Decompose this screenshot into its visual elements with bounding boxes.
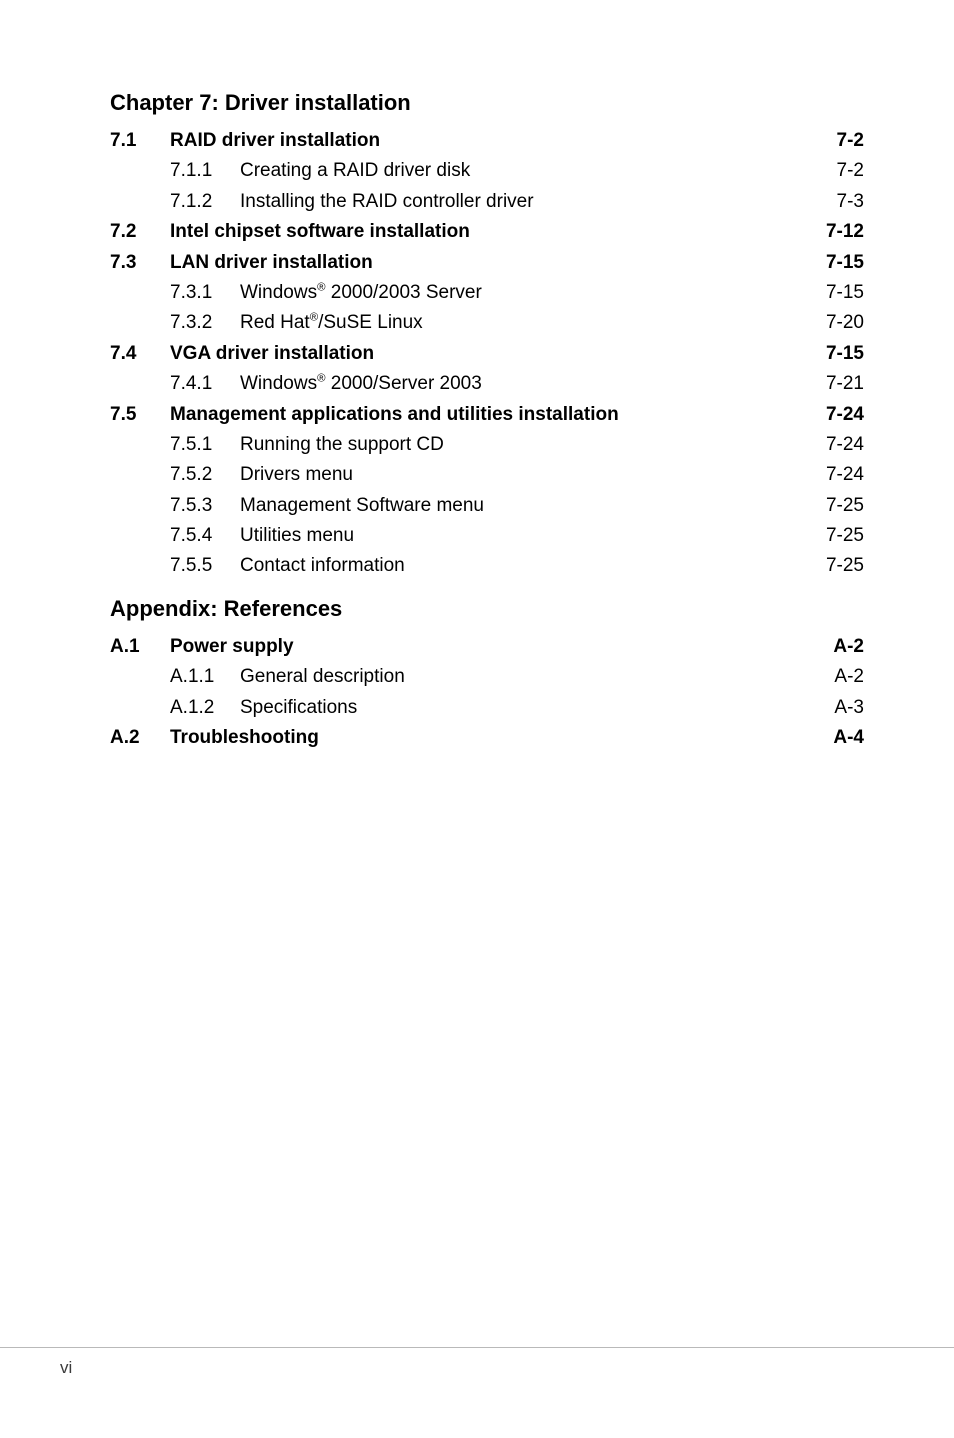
toc-line: 7.3LAN driver installation 7-15: [110, 248, 864, 278]
toc-text: Utilities menu: [240, 521, 354, 551]
toc-text: Management Software menu: [240, 491, 484, 521]
toc-chapter7: 7.1RAID driver installation 7-27.1.1Crea…: [110, 126, 864, 582]
toc-page: A-2: [833, 632, 864, 662]
toc-page: 7-20: [826, 308, 864, 338]
toc-number: 7.4: [110, 339, 170, 369]
toc-text: Contact information: [240, 551, 405, 581]
footer: vi: [0, 1347, 954, 1378]
toc-line: 7.5.5Contact information 7-25: [110, 551, 864, 581]
toc-number: 7.5.4: [170, 521, 240, 551]
toc-page: A-3: [834, 693, 864, 723]
appendix-title: Appendix: References: [110, 596, 864, 622]
toc-number: 7.5: [110, 400, 170, 430]
toc-number: A.1: [110, 632, 170, 662]
toc-number: 7.3: [110, 248, 170, 278]
toc-page: 7-24: [826, 400, 864, 430]
toc-number: 7.3.1: [170, 278, 240, 308]
toc-text: Installing the RAID controller driver: [240, 187, 534, 217]
toc-text: Creating a RAID driver disk: [240, 156, 470, 186]
toc-number: 7.5.5: [170, 551, 240, 581]
toc-line: 7.5.4Utilities menu 7-25: [110, 521, 864, 551]
toc-number: 7.1.2: [170, 187, 240, 217]
toc-number: 7.1: [110, 126, 170, 156]
toc-line: 7.5.3Management Software menu 7-25: [110, 491, 864, 521]
toc-page: 7-12: [826, 217, 864, 247]
toc-line: A.1.1General description A-2: [110, 662, 864, 692]
chapter-title: Chapter 7: Driver installation: [110, 90, 864, 116]
toc-page: 7-15: [826, 248, 864, 278]
toc-line: 7.1.1Creating a RAID driver disk 7-2: [110, 156, 864, 186]
toc-text: VGA driver installation: [170, 339, 374, 369]
toc-number: 7.5.1: [170, 430, 240, 460]
page-number: vi: [60, 1358, 72, 1377]
toc-line: 7.1RAID driver installation 7-2: [110, 126, 864, 156]
toc-text: Troubleshooting: [170, 723, 319, 753]
toc-line: 7.5.2Drivers menu 7-24: [110, 460, 864, 490]
toc-text: LAN driver installation: [170, 248, 373, 278]
toc-page: 7-15: [826, 339, 864, 369]
toc-page: A-4: [833, 723, 864, 753]
toc-number: 7.4.1: [170, 369, 240, 399]
toc-page: 7-3: [837, 187, 864, 217]
toc-page: 7-21: [826, 369, 864, 399]
toc-line: 7.5Management applications and utilities…: [110, 400, 864, 430]
toc-line: 7.4.1Windows® 2000/Server 2003 7-21: [110, 369, 864, 399]
toc-text: RAID driver installation: [170, 126, 380, 156]
spacer: [110, 582, 864, 596]
toc-line: 7.3.2Red Hat®/SuSE Linux 7-20: [110, 308, 864, 338]
page: Chapter 7: Driver installation 7.1RAID d…: [0, 0, 954, 1438]
toc-line: 7.1.2Installing the RAID controller driv…: [110, 187, 864, 217]
toc-text: Windows® 2000/2003 Server: [240, 278, 482, 308]
toc-text: Management applications and utilities in…: [170, 400, 619, 430]
toc-number: 7.2: [110, 217, 170, 247]
toc-page: 7-2: [837, 156, 864, 186]
toc-line: 7.4VGA driver installation 7-15: [110, 339, 864, 369]
toc-text: Running the support CD: [240, 430, 444, 460]
toc-line: 7.2Intel chipset software installation 7…: [110, 217, 864, 247]
toc-number: 7.3.2: [170, 308, 240, 338]
toc-page: 7-2: [837, 126, 864, 156]
toc-number: A.2: [110, 723, 170, 753]
toc-text: Specifications: [240, 693, 357, 723]
toc-text: Red Hat®/SuSE Linux: [240, 308, 423, 338]
toc-text: Intel chipset software installation: [170, 217, 470, 247]
toc-line: 7.3.1Windows® 2000/2003 Server 7-15: [110, 278, 864, 308]
toc-number: 7.5.2: [170, 460, 240, 490]
toc-line: A.1.2Specifications A-3: [110, 693, 864, 723]
toc-text: Power supply: [170, 632, 294, 662]
toc-line: A.2Troubleshooting A-4: [110, 723, 864, 753]
toc-appendix: A.1Power supply A-2A.1.1General descript…: [110, 632, 864, 754]
toc-number: 7.5.3: [170, 491, 240, 521]
toc-number: 7.1.1: [170, 156, 240, 186]
toc-text: General description: [240, 662, 405, 692]
toc-page: 7-15: [826, 278, 864, 308]
toc-page: 7-25: [826, 491, 864, 521]
toc-number: A.1.1: [170, 662, 240, 692]
toc-page: 7-25: [826, 521, 864, 551]
toc-page: 7-25: [826, 551, 864, 581]
toc-text: Windows® 2000/Server 2003: [240, 369, 482, 399]
toc-number: A.1.2: [170, 693, 240, 723]
toc-page: 7-24: [826, 430, 864, 460]
toc-page: 7-24: [826, 460, 864, 490]
toc-line: 7.5.1Running the support CD 7-24: [110, 430, 864, 460]
toc-page: A-2: [834, 662, 864, 692]
toc-line: A.1Power supply A-2: [110, 632, 864, 662]
toc-text: Drivers menu: [240, 460, 353, 490]
